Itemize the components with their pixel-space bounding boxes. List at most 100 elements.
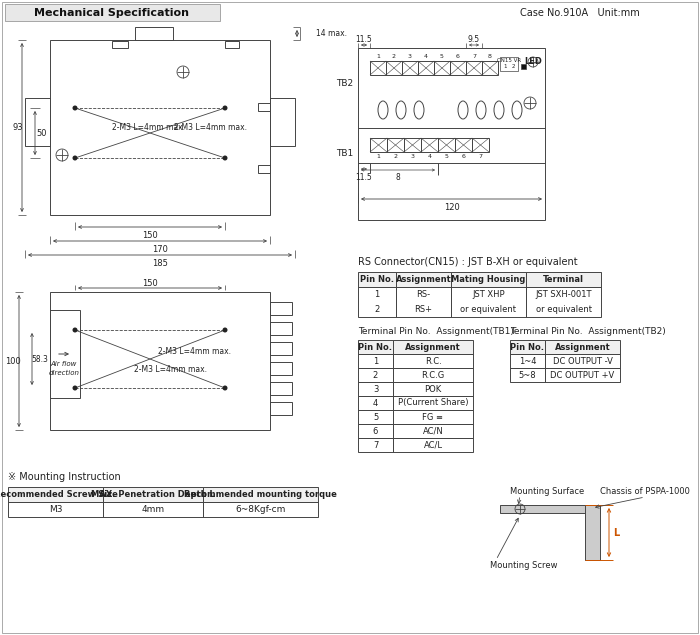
- Text: 3: 3: [373, 385, 378, 394]
- Bar: [472, 138, 489, 152]
- Text: 6: 6: [373, 427, 378, 436]
- Text: 5: 5: [373, 413, 378, 422]
- Bar: [455, 138, 472, 152]
- Bar: [404, 138, 421, 152]
- Text: 50: 50: [36, 128, 48, 138]
- Text: LED: LED: [524, 57, 542, 65]
- Bar: [545, 368, 620, 382]
- Text: 3: 3: [408, 55, 412, 60]
- Bar: [393, 410, 473, 424]
- Bar: [393, 368, 473, 382]
- Bar: [203, 487, 318, 502]
- Bar: [393, 396, 473, 410]
- Text: Assignment: Assignment: [554, 342, 610, 352]
- Bar: [358, 287, 396, 317]
- Bar: [500, 57, 518, 71]
- Text: 170: 170: [152, 246, 168, 255]
- Text: 2-M3 L=4mm max.: 2-M3 L=4mm max.: [111, 123, 185, 133]
- Text: 4mm: 4mm: [141, 505, 164, 514]
- Bar: [451, 272, 526, 287]
- Text: 11.5: 11.5: [356, 36, 372, 44]
- Text: Mounting Screw: Mounting Screw: [490, 561, 557, 570]
- Bar: [50, 40, 270, 215]
- Text: 2: 2: [373, 370, 378, 380]
- Bar: [510, 368, 545, 382]
- Text: M3: M3: [49, 505, 62, 514]
- Text: R.C.G: R.C.G: [421, 370, 444, 380]
- Text: 9.5: 9.5: [468, 36, 480, 44]
- Bar: [585, 505, 600, 560]
- Text: or equivalent: or equivalent: [536, 305, 592, 314]
- Bar: [258, 165, 270, 173]
- Bar: [434, 61, 450, 75]
- Bar: [358, 396, 393, 410]
- Bar: [8, 487, 103, 502]
- Text: JST XHP: JST XHP: [473, 290, 505, 299]
- Text: 2: 2: [374, 305, 379, 314]
- Text: Chassis of PSPA-1000: Chassis of PSPA-1000: [600, 488, 690, 497]
- Bar: [396, 272, 451, 287]
- Text: MAX. Penetration Depth L: MAX. Penetration Depth L: [91, 490, 215, 499]
- Bar: [203, 502, 318, 517]
- Text: 58.3: 58.3: [32, 354, 48, 363]
- Text: 1: 1: [376, 55, 380, 60]
- Bar: [393, 438, 473, 452]
- Text: Mounting Surface: Mounting Surface: [510, 488, 584, 497]
- Text: RS Connector(CN15) : JST B-XH or equivalent: RS Connector(CN15) : JST B-XH or equival…: [358, 257, 578, 267]
- Text: Recommended mounting torque: Recommended mounting torque: [184, 490, 337, 499]
- Text: P(Current Share): P(Current Share): [398, 399, 468, 408]
- Text: 5: 5: [440, 55, 444, 60]
- Bar: [510, 354, 545, 368]
- Bar: [103, 487, 203, 502]
- Text: 8: 8: [488, 55, 492, 60]
- Bar: [358, 424, 393, 438]
- Text: Terminal Pin No.  Assignment(TB1): Terminal Pin No. Assignment(TB1): [358, 328, 514, 337]
- Text: 1: 1: [377, 154, 380, 159]
- Bar: [545, 354, 620, 368]
- Bar: [270, 382, 292, 395]
- Bar: [50, 292, 270, 430]
- Text: 2-M3 L=4mm max.: 2-M3 L=4mm max.: [158, 347, 232, 356]
- Text: 2: 2: [392, 55, 396, 60]
- Bar: [358, 48, 545, 220]
- Text: 14 max.: 14 max.: [316, 29, 347, 37]
- Text: 6: 6: [456, 55, 460, 60]
- Text: 6~8Kgf-cm: 6~8Kgf-cm: [235, 505, 286, 514]
- Bar: [5, 4, 220, 21]
- Bar: [358, 382, 393, 396]
- Bar: [358, 354, 393, 368]
- Text: 150: 150: [142, 232, 158, 241]
- Bar: [270, 322, 292, 335]
- Bar: [466, 61, 482, 75]
- Text: 1: 1: [503, 65, 507, 69]
- Bar: [526, 272, 601, 287]
- Text: 2: 2: [511, 65, 514, 69]
- Text: TB2: TB2: [336, 79, 353, 88]
- Text: POK: POK: [424, 385, 442, 394]
- Text: 1: 1: [373, 356, 378, 366]
- Text: TB1: TB1: [336, 149, 353, 157]
- Bar: [526, 287, 601, 317]
- Bar: [8, 502, 103, 517]
- Circle shape: [223, 105, 228, 110]
- Bar: [270, 402, 292, 415]
- Text: 2-M3 L=4mm max.: 2-M3 L=4mm max.: [134, 366, 206, 375]
- Bar: [112, 41, 128, 48]
- Text: Mating Housing: Mating Housing: [452, 275, 526, 284]
- Text: 100: 100: [5, 356, 21, 366]
- Bar: [270, 302, 292, 315]
- Bar: [358, 368, 393, 382]
- Bar: [450, 61, 466, 75]
- Text: 2: 2: [393, 154, 398, 159]
- Bar: [225, 41, 239, 48]
- Text: 4: 4: [428, 154, 431, 159]
- Text: AC/N: AC/N: [423, 427, 443, 436]
- Bar: [50, 310, 80, 398]
- Text: JST SXH-001T: JST SXH-001T: [536, 290, 592, 299]
- Bar: [418, 61, 434, 75]
- Text: 4: 4: [373, 399, 378, 408]
- Bar: [25, 98, 50, 146]
- Bar: [393, 424, 473, 438]
- Text: 6: 6: [461, 154, 466, 159]
- Text: 120: 120: [444, 203, 459, 213]
